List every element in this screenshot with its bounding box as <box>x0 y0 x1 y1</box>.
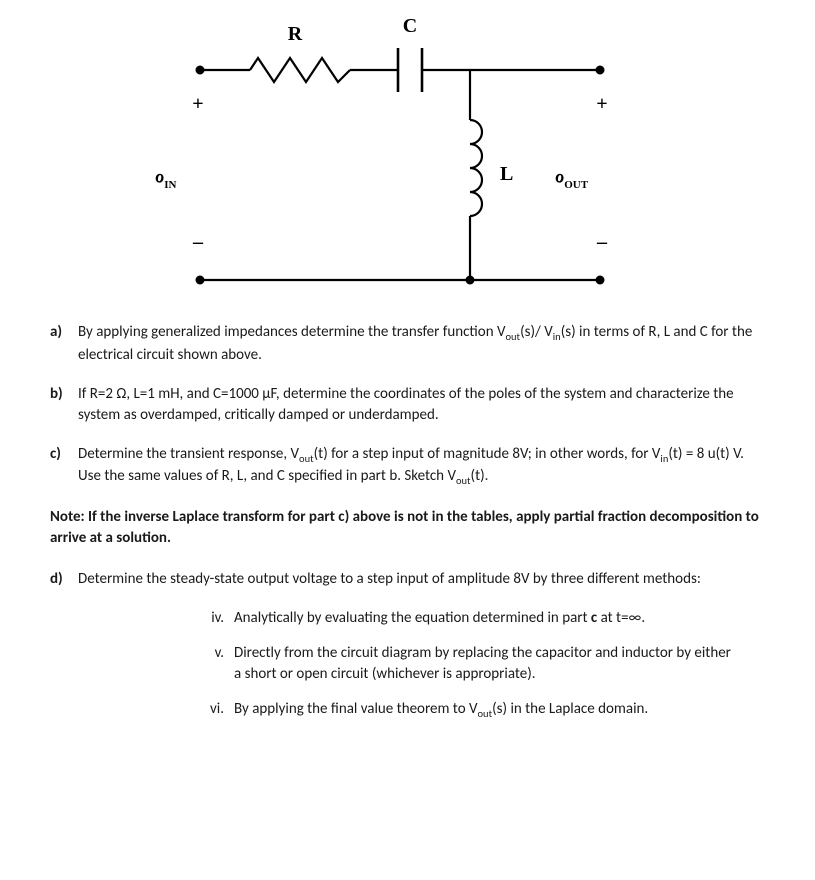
sub-iv-label: iv. <box>190 608 234 629</box>
sub-item-vi: vi. By applying the final value theorem … <box>190 699 770 722</box>
question-d-sublist: iv. Analytically by evaluating the equat… <box>190 608 770 722</box>
sub-item-v: v. Directly from the circuit diagram by … <box>190 643 770 685</box>
question-a-label: a) <box>50 322 78 366</box>
sub-iv-body: Analytically by evaluating the equation … <box>234 608 770 629</box>
questions-block: a) By applying generalized impedances de… <box>50 322 770 736</box>
question-a: a) By applying generalized impedances de… <box>50 322 770 366</box>
question-b: b) If R=2 Ω, L=1 mH, and C=1000 µF, dete… <box>50 384 770 426</box>
sub-v-body: Directly from the circuit diagram by rep… <box>234 643 770 685</box>
label-R: R <box>288 23 303 45</box>
minus-right: – <box>596 231 608 253</box>
minus-left: – <box>192 231 204 253</box>
sub-vi-body: By applying the final value theorem to V… <box>234 699 770 722</box>
label-vin: ℴIN <box>155 165 177 191</box>
page: R C L + – + – ℴIN ℴOUT a) By applying ge… <box>0 0 815 880</box>
plus-right: + <box>596 93 607 115</box>
question-b-label: b) <box>50 384 78 426</box>
question-a-body: By applying generalized impedances deter… <box>78 322 770 366</box>
note-text: Note: If the inverse Laplace transform f… <box>50 507 770 549</box>
question-c: c) Determine the transient response, Vou… <box>50 444 770 489</box>
question-d-body: Determine the steady-state output voltag… <box>78 569 770 590</box>
sub-v-label: v. <box>190 643 234 685</box>
sub-vi-label: vi. <box>190 699 234 722</box>
label-C: C <box>403 15 417 37</box>
label-vout: ℴOUT <box>555 165 589 191</box>
question-c-body: Determine the transient response, Vout(t… <box>78 444 770 489</box>
plus-left: + <box>192 93 203 115</box>
label-L: L <box>500 163 513 185</box>
question-d-label: d) <box>50 569 78 590</box>
question-b-body: If R=2 Ω, L=1 mH, and C=1000 µF, determi… <box>78 384 770 426</box>
question-c-label: c) <box>50 444 78 489</box>
circuit-diagram: R C L + – + – ℴIN ℴOUT <box>140 10 660 300</box>
question-d: d) Determine the steady-state output vol… <box>50 569 770 590</box>
circuit-svg: R C L + – + – ℴIN ℴOUT <box>140 10 660 300</box>
sub-item-iv: iv. Analytically by evaluating the equat… <box>190 608 770 629</box>
